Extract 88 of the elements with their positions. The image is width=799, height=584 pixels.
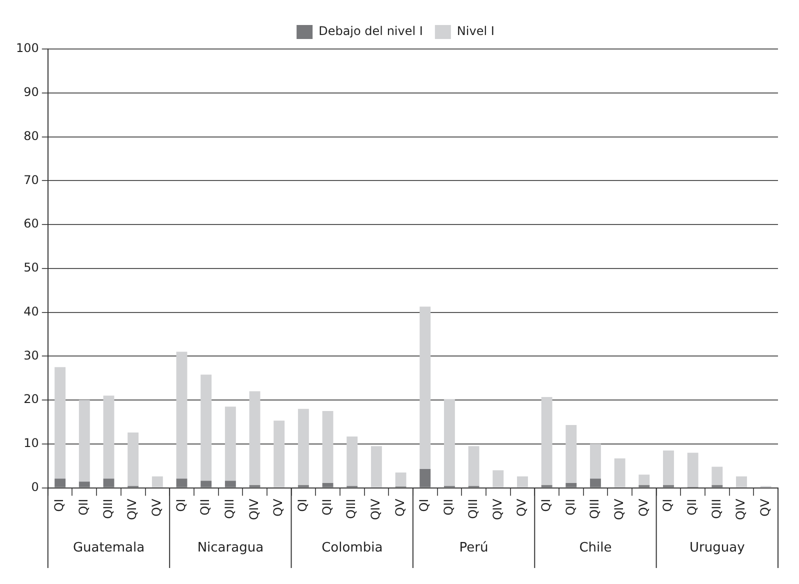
legend-label: Nivel I bbox=[456, 24, 494, 38]
y-tick-label: 60 bbox=[24, 216, 39, 231]
y-tick-label: 20 bbox=[24, 392, 39, 406]
bar bbox=[420, 468, 431, 488]
y-tick-label: 80 bbox=[24, 128, 39, 143]
bar bbox=[54, 478, 66, 488]
bar bbox=[590, 478, 601, 488]
y-tick-label: 0 bbox=[31, 480, 39, 494]
x-tick-label: QIII bbox=[100, 498, 115, 519]
x-tick-label: QV bbox=[271, 498, 286, 516]
x-tick-label: QII bbox=[563, 498, 578, 516]
x-tick-label: QIII bbox=[344, 498, 358, 519]
bar bbox=[663, 450, 674, 486]
text: Guatemala bbox=[72, 540, 145, 556]
bar bbox=[200, 374, 212, 481]
bar bbox=[274, 420, 285, 488]
x-tick-label: QV bbox=[636, 498, 650, 516]
y-tick-label: 50 bbox=[24, 260, 39, 275]
x-tick-label: QIII bbox=[466, 498, 480, 519]
x-tick-label: QIV bbox=[368, 498, 383, 520]
y-tick-label: 90 bbox=[24, 85, 39, 100]
bar bbox=[444, 399, 455, 486]
x-tick-label: QII bbox=[198, 498, 212, 516]
bar bbox=[176, 478, 188, 488]
bar bbox=[54, 367, 66, 479]
x-tick-label: QI bbox=[660, 498, 675, 512]
bar bbox=[614, 458, 626, 488]
x-tick-label: QI bbox=[52, 498, 66, 512]
x-tick-label: QIV bbox=[246, 498, 261, 520]
x-tick-label: QV bbox=[150, 498, 164, 516]
bar bbox=[249, 391, 260, 486]
bar bbox=[516, 476, 528, 488]
x-tick-label: QIV bbox=[125, 498, 140, 520]
x-tick-label: QV bbox=[514, 498, 529, 516]
x-tick-label: QI bbox=[417, 498, 432, 512]
bar bbox=[78, 482, 90, 488]
bar bbox=[712, 466, 723, 486]
bar bbox=[298, 408, 309, 486]
x-tick-label: QIV bbox=[734, 498, 748, 520]
bar bbox=[200, 480, 212, 488]
bar bbox=[395, 472, 406, 486]
x-tick-label: QI bbox=[538, 498, 553, 512]
x-tick-label: QIII bbox=[709, 498, 724, 519]
text: Uruguay bbox=[690, 540, 746, 556]
x-tick-label: QII bbox=[684, 498, 699, 516]
y-tick-label: 30 bbox=[24, 348, 39, 362]
bar bbox=[687, 452, 698, 487]
x-tick-label: QII bbox=[76, 498, 91, 516]
bar bbox=[103, 478, 114, 488]
x-tick-label: QI bbox=[174, 498, 188, 512]
text: Perú bbox=[459, 540, 488, 556]
bar bbox=[322, 411, 334, 483]
y-tick-label: 40 bbox=[24, 304, 39, 318]
x-tick-label: QII bbox=[442, 498, 456, 516]
y-tick-label: 10 bbox=[24, 436, 39, 450]
bar bbox=[370, 446, 382, 488]
x-tick-label: QV bbox=[392, 498, 407, 516]
text: Nicaragua bbox=[197, 540, 264, 556]
bar bbox=[468, 446, 480, 486]
x-tick-label: QII bbox=[320, 498, 334, 516]
x-tick-label: QIV bbox=[490, 498, 504, 520]
text: Colombia bbox=[322, 540, 383, 556]
bar bbox=[590, 444, 601, 479]
bar bbox=[346, 436, 358, 486]
legend-label: Debajo del nivel I bbox=[318, 24, 423, 38]
y-tick-label: 70 bbox=[24, 172, 39, 187]
x-tick-label: QIII bbox=[588, 498, 602, 519]
text: Chile bbox=[579, 540, 612, 556]
x-tick-label: QIV bbox=[612, 498, 626, 520]
bar bbox=[541, 396, 552, 486]
bar bbox=[176, 352, 188, 479]
bar bbox=[78, 400, 90, 482]
bar bbox=[322, 482, 334, 488]
x-tick-label: QI bbox=[296, 498, 310, 512]
bar bbox=[492, 470, 504, 488]
x-tick-label: QV bbox=[758, 498, 772, 516]
y-tick-label: 100 bbox=[16, 41, 39, 56]
bar bbox=[566, 425, 577, 483]
bar bbox=[224, 480, 236, 488]
bar bbox=[224, 406, 236, 481]
bar bbox=[103, 396, 114, 479]
bar bbox=[638, 474, 650, 486]
bar bbox=[128, 432, 139, 486]
bar bbox=[566, 482, 577, 488]
x-tick-label: QIII bbox=[222, 498, 237, 519]
bar bbox=[152, 476, 163, 488]
bar bbox=[736, 476, 747, 488]
bar bbox=[420, 306, 431, 469]
